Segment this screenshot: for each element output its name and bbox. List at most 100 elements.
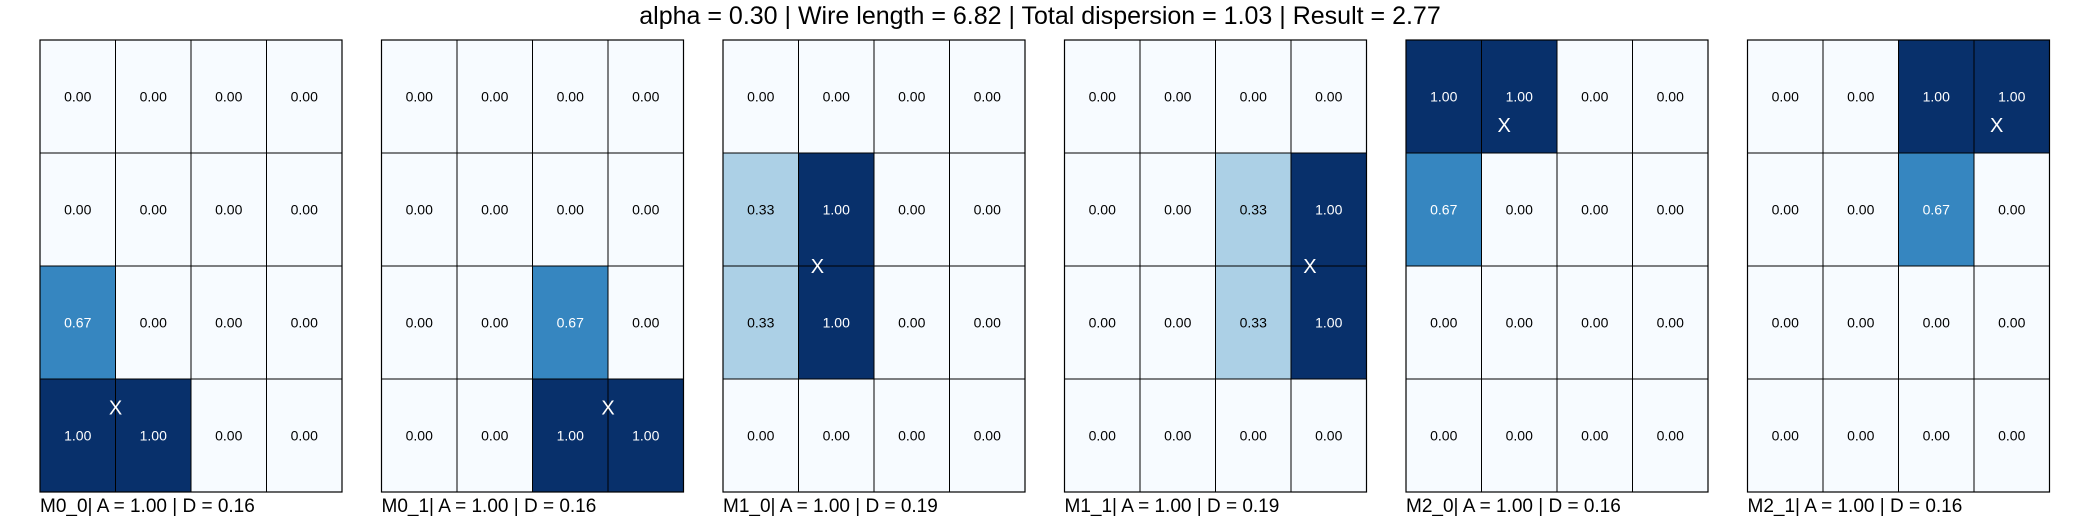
heatmap-cell	[873, 378, 950, 493]
panel-caption: M2_0| A = 1.00 | D = 0.16	[1406, 496, 1621, 517]
heatmap-cell	[607, 152, 684, 267]
heatmap-panel: 1.00 1.00 0.00 0.00 0.67 0.00 0.00 0.00 0.00 0.00…	[1405, 39, 1709, 517]
cell-value-label: 0.00	[632, 202, 659, 218]
panel-caption: M1_1| A = 1.00 | D = 0.19	[1065, 496, 1280, 517]
heatmap-cell	[1747, 378, 1824, 493]
figure-title: alpha = 0.30 | Wire length = 6.82 | Tota…	[639, 2, 1441, 30]
cell-value-label: 1.00	[632, 428, 659, 444]
heatmap-cell	[1139, 152, 1216, 267]
heatmap-cell	[1290, 265, 1367, 380]
cell-value-label: 0.00	[64, 202, 91, 218]
cell-value-label: 0.00	[1240, 428, 1267, 444]
cell-value-label: 0.00	[1506, 202, 1533, 218]
heatmap-cell	[266, 378, 343, 493]
cell-value-label: 0.00	[1506, 315, 1533, 331]
cell-value-label: 0.00	[1847, 428, 1874, 444]
cell-value-label: 0.00	[974, 315, 1001, 331]
heatmap-cell	[1215, 265, 1292, 380]
panel-border	[1746, 39, 2051, 493]
cell-value-label: 0.00	[1847, 202, 1874, 218]
cell-value-label: 0.00	[406, 315, 433, 331]
cell-value-label: 0.00	[215, 428, 242, 444]
cell-value-label: 0.00	[1164, 89, 1191, 105]
panel-border	[722, 39, 1026, 493]
heatmap-cell	[1481, 378, 1558, 493]
cell-value-label: 0.33	[1240, 315, 1267, 331]
heatmap-panel: 0.00 0.00 1.00 1.00 0.00 0.00 0.67 0.00 0.00 0.00…	[1746, 39, 2051, 517]
cell-value-label: 0.00	[1506, 428, 1533, 444]
cell-value-label: 0.00	[1430, 315, 1457, 331]
panel-caption: M0_1| A = 1.00 | D = 0.16	[382, 496, 597, 517]
heatmap-cell	[1064, 378, 1141, 493]
panel-border	[380, 39, 685, 493]
cell-value-label: 0.00	[1240, 89, 1267, 105]
cell-value-label: 0.67	[1430, 202, 1457, 218]
cell-value-label: 0.00	[898, 315, 925, 331]
centroid-marker: X	[1303, 256, 1316, 278]
heatmap-cell	[1139, 265, 1216, 380]
cell-value-label: 1.00	[557, 428, 584, 444]
cell-value-label: 0.00	[1657, 315, 1684, 331]
heatmap-cell	[1064, 39, 1141, 154]
heatmap-cell	[456, 152, 533, 267]
cell-value-label: 0.33	[1240, 202, 1267, 218]
cell-value-label: 0.00	[1315, 89, 1342, 105]
heatmap-cell	[949, 265, 1026, 380]
heatmap-cell	[1405, 265, 1482, 380]
heatmap-cell	[1632, 152, 1709, 267]
heatmap-cell	[1898, 378, 1975, 493]
cell-value-label: 0.00	[291, 315, 318, 331]
heatmap-cell	[1405, 152, 1482, 267]
cell-value-label: 0.00	[1923, 428, 1950, 444]
heatmap-cell	[1556, 152, 1633, 267]
cell-value-label: 0.67	[1923, 202, 1950, 218]
heatmap-cell	[39, 378, 116, 493]
heatmap-cell	[1481, 265, 1558, 380]
heatmap-cell	[1215, 152, 1292, 267]
cell-value-label: 0.00	[406, 428, 433, 444]
cell-value-label: 0.33	[747, 202, 774, 218]
heatmap-cell	[266, 152, 343, 267]
cell-value-label: 0.00	[747, 89, 774, 105]
cell-value-label: 0.00	[291, 202, 318, 218]
centroid-marker: X	[109, 397, 122, 419]
cell-value-label: 0.00	[974, 428, 1001, 444]
cell-value-label: 0.00	[1998, 428, 2025, 444]
heatmap-cell	[722, 152, 799, 267]
heatmap-cell	[532, 265, 609, 380]
cell-value-label: 0.00	[898, 89, 925, 105]
heatmap-cell	[1556, 39, 1633, 154]
heatmap-cell	[1973, 265, 2050, 380]
heatmap-panel: 0.00 0.00 0.00 0.00 0.00 0.00 0.00 0.00 0.00 0.00…	[380, 39, 685, 517]
heatmap-cell	[115, 378, 192, 493]
heatmap-cell	[1481, 152, 1558, 267]
panel-border	[1405, 39, 1709, 493]
cell-value-label: 0.00	[481, 428, 508, 444]
heatmap-cell	[607, 39, 684, 154]
heatmap-cell	[1973, 378, 2050, 493]
cell-value-label: 0.00	[406, 89, 433, 105]
cell-value-label: 0.00	[974, 89, 1001, 105]
cell-value-label: 0.00	[215, 202, 242, 218]
cell-value-label: 0.00	[140, 202, 167, 218]
heatmap-cell	[798, 152, 875, 267]
cell-value-label: 0.00	[1430, 428, 1457, 444]
panel-caption: M2_1| A = 1.00 | D = 0.16	[1748, 496, 1963, 517]
panel-border	[1063, 39, 1368, 493]
centroid-marker: X	[811, 256, 824, 278]
heatmap-cell	[190, 378, 267, 493]
heatmap-cell	[798, 39, 875, 154]
heatmap-cell	[1898, 152, 1975, 267]
cell-value-label: 0.00	[1581, 315, 1608, 331]
cell-value-label: 0.00	[1164, 202, 1191, 218]
cell-value-label: 0.00	[1164, 428, 1191, 444]
heatmap-cell	[456, 39, 533, 154]
heatmap-cell	[1139, 39, 1216, 154]
cell-value-label: 1.00	[1506, 89, 1533, 105]
cell-value-label: 0.00	[1581, 428, 1608, 444]
cell-value-label: 0.00	[747, 428, 774, 444]
heatmap-cell	[1064, 152, 1141, 267]
cell-value-label: 0.00	[1089, 315, 1116, 331]
cell-value-label: 0.00	[1657, 428, 1684, 444]
centroid-marker: X	[601, 397, 614, 419]
